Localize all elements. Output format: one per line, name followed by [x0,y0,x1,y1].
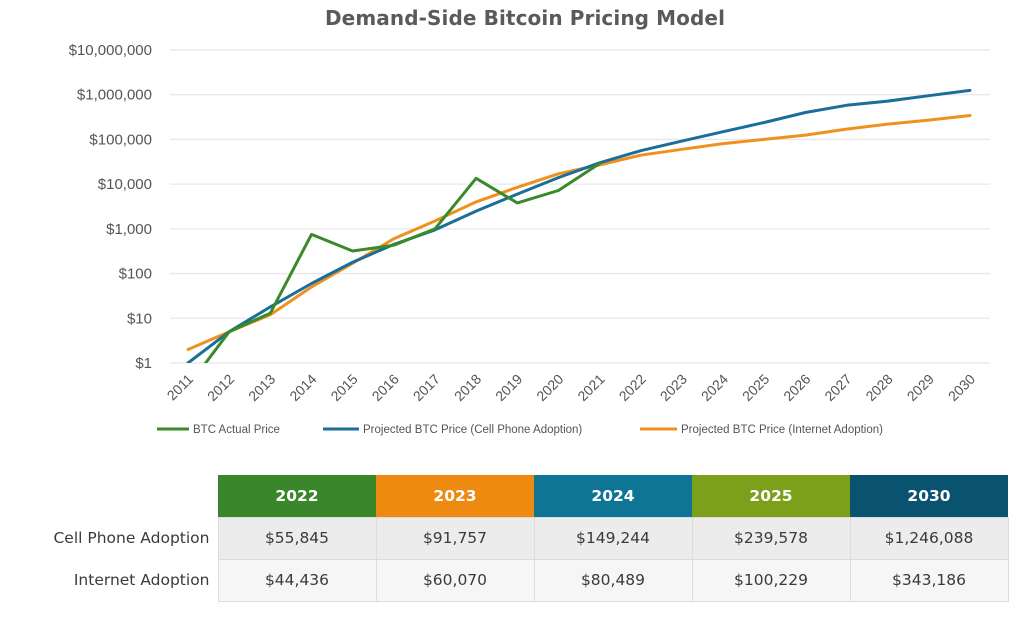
x-tick-label: 2016 [369,371,402,404]
table-cell: $55,845 [217,516,377,560]
table-row: Internet Adoption $44,436 $60,070 $80,48… [30,558,1009,602]
table-cell: $44,436 [217,558,377,602]
x-tick-label: 2025 [739,371,772,404]
table-cell: $149,244 [533,516,693,560]
chart-title: Demand-Side Bitcoin Pricing Model [324,6,726,30]
table-cell: $343,186 [849,558,1009,602]
legend-item: BTC Actual Price [157,424,280,436]
x-tick-label: 2017 [410,371,443,404]
x-tick-label: 2023 [657,371,690,404]
y-tick-label: $1 [135,355,152,372]
gridlines [170,49,990,364]
row-label: Internet Adoption [30,559,218,601]
series-lines [186,88,972,363]
row-label: Cell Phone Adoption [30,517,218,559]
x-tick-label: 2029 [904,371,937,404]
projection-table: 2022 2023 2024 2025 2030 Cell Phone Adop… [30,475,1009,602]
x-tick-label: 2030 [945,371,978,404]
table-cell: $60,070 [375,558,535,602]
x-tick-label: 2020 [533,371,566,404]
line-chart: $10,000,000 $1,000,000 $100,000 $10,000 $1,0… [69,42,990,436]
table-header-2030: 2030 [850,475,1008,517]
y-tick-label: $1,000 [106,221,152,238]
table-header-row: 2022 2023 2024 2025 2030 [30,475,1008,517]
table-row: Cell Phone Adoption $55,845 $91,757 $149… [30,516,1009,560]
series-line-0 [203,162,602,363]
y-tick-label: $10 [127,310,152,327]
y-tick-label: $100,000 [89,131,152,148]
series-line-2 [186,114,972,351]
table-header-2022: 2022 [218,475,376,517]
x-tick-label: 2024 [698,371,731,404]
table-header-2024: 2024 [534,475,692,517]
legend: BTC Actual Price Projected BTC Price (Cel… [157,424,883,436]
x-tick-label: 2027 [821,371,854,404]
legend-label: Projected BTC Price (Internet Adoption) [681,424,883,436]
legend-item: Projected BTC Price (Internet Adoption) [640,424,883,436]
table-header-2023: 2023 [376,475,534,517]
x-axis-ticks: 2011 2012 2013 2014 2015 2016 2017 2018 2019 2020… [164,371,979,404]
x-tick-label: 2022 [616,371,649,404]
table-cell: $80,489 [533,558,693,602]
x-tick-label: 2018 [451,371,484,404]
x-tick-label: 2026 [780,371,813,404]
table-cell: $100,229 [691,558,851,602]
legend-label: Projected BTC Price (Cell Phone Adoption… [363,424,582,436]
x-tick-label: 2015 [327,371,360,404]
x-tick-label: 2014 [286,371,319,404]
y-tick-label: $10,000,000 [69,42,152,59]
x-tick-label: 2013 [245,371,278,404]
y-tick-label: $100 [119,266,152,283]
table-cell: $239,578 [691,516,851,560]
table-header-2025: 2025 [692,475,850,517]
legend-item: Projected BTC Price (Cell Phone Adoption… [323,424,582,436]
x-tick-label: 2021 [574,371,607,404]
table-cell: $91,757 [375,516,535,560]
x-tick-label: 2011 [164,371,197,404]
series-line-1 [186,88,972,363]
y-tick-label: $1,000,000 [77,87,152,104]
y-axis-ticks: $10,000,000 $1,000,000 $100,000 $10,000 $1,0… [69,42,152,372]
y-tick-label: $10,000 [98,176,152,193]
table-cell: $1,246,088 [849,516,1009,560]
legend-label: BTC Actual Price [193,424,280,436]
x-tick-label: 2012 [204,371,237,404]
table-corner [30,475,218,517]
x-tick-label: 2028 [862,371,895,404]
x-tick-label: 2019 [492,371,525,404]
